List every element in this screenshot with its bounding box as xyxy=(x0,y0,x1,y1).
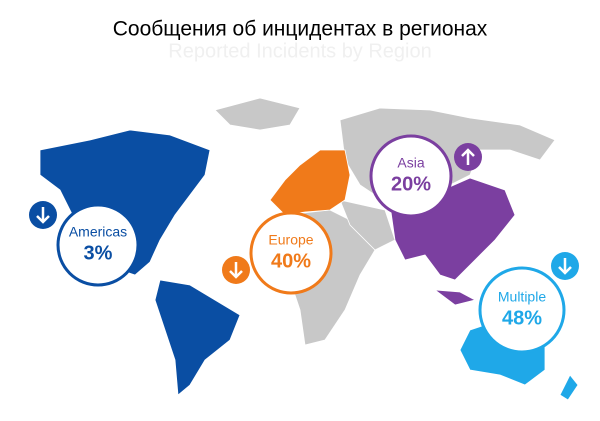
region-value: 40% xyxy=(271,250,311,272)
region-circle xyxy=(478,266,566,354)
region-name: Americas xyxy=(69,224,127,240)
europe-map xyxy=(269,149,351,216)
subtitle: Reported Incidents by Region xyxy=(168,40,432,62)
down-arrow xyxy=(229,262,243,279)
region-name: Multiple xyxy=(498,289,546,305)
down-arrow xyxy=(36,207,50,224)
asia-islands xyxy=(433,289,477,306)
region-value: 20% xyxy=(391,173,431,195)
greenland xyxy=(214,97,301,131)
up-arrow xyxy=(461,148,475,165)
region-value: 3% xyxy=(84,242,113,264)
south-america xyxy=(154,279,241,396)
region-circle xyxy=(56,203,140,287)
new-zealand xyxy=(559,374,579,401)
region-circle xyxy=(249,211,333,295)
region-name: Asia xyxy=(397,155,424,171)
title: Сообщения об инцидентах в регионах xyxy=(113,18,488,41)
middle-east xyxy=(339,199,396,251)
north-america xyxy=(39,129,211,276)
region-circle xyxy=(369,134,453,218)
down-arrow xyxy=(558,258,572,275)
region-value: 48% xyxy=(502,307,542,329)
region-name: Europe xyxy=(268,232,313,248)
